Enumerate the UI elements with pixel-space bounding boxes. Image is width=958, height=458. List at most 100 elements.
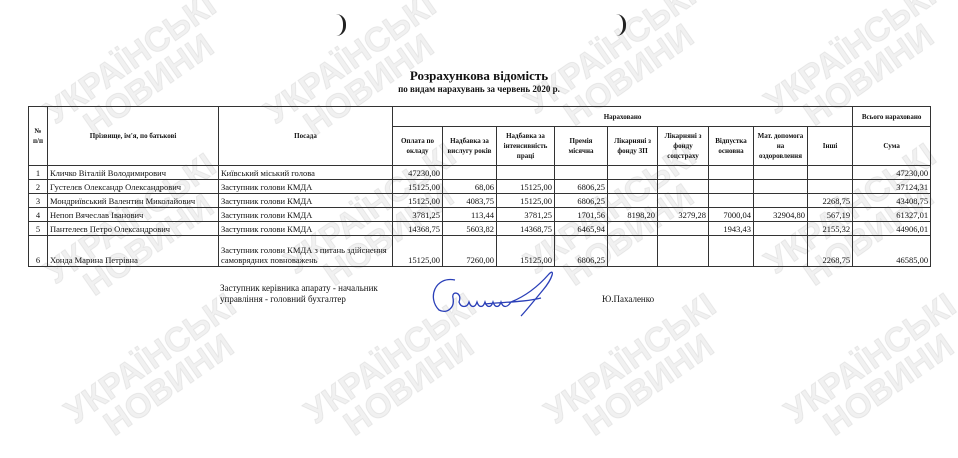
accrual-value [607,235,658,267]
employee-name: Пантелеєв Петро Олександрович [47,221,219,236]
accrual-value: 15125,00 [392,179,443,194]
row-sum: 46585,00 [852,235,932,267]
accrual-value [442,165,497,180]
employee-name: Мондриївський Валентин Миколайович [47,193,219,208]
accrual-value [607,193,658,208]
accrual-value: 6465,94 [554,221,608,236]
accrual-value: 2268,75 [806,193,854,208]
accrual-value [753,165,808,180]
header-name: Прізвище, ім'я, по батькові [47,106,219,166]
employee-position: Заступник голови КМДА [218,179,393,194]
header-column: Надбавка за інтенсивність праці [496,126,555,166]
row-sum: 44906,01 [852,221,932,236]
employee-position: Заступник голови КМДА [218,193,393,208]
watermark: УКРАЇНСЬКІ НОВИНИ [777,286,958,444]
accrual-value [607,179,658,194]
row-num: 4 [28,207,48,222]
signature-image [432,271,554,317]
header-column: Інші [806,126,854,166]
header-column: Надбавка за вислугу років [442,126,497,166]
table-row: 5 Пантелеєв Петро Олександрович Заступник … [28,221,932,236]
accrual-value: 2268,75 [806,235,854,267]
row-num: 5 [28,221,48,236]
row-num: 6 [28,235,48,267]
table-row: 2 Густелєв Олександр Олександрович Заступн… [28,179,932,194]
document-title: Розрахункова відомість [409,68,549,83]
row-sum: 61327,01 [852,207,932,222]
accrual-value: 15125,00 [392,235,443,267]
header-column: Оплата по окладу [392,126,443,166]
employee-position: Заступник голови КМДА [218,207,393,222]
accrual-value: 3781,25 [496,207,555,222]
accrual-value [708,193,754,208]
accrual-value: 7260,00 [442,235,497,267]
employee-name: Хонда Марина Петрівна [47,235,219,267]
row-sum: 47230,00 [852,165,932,180]
accrual-value: 567,19 [806,207,854,222]
signatory-title: Заступник керівника апарату - начальник … [220,283,378,304]
employee-name: Непоп Вячеслав Іванович [47,207,219,222]
accrual-value [753,235,808,267]
header-column: Лікарняні з фонду ЗП [607,126,658,166]
header-column: Мат. допомога на оздоровлення [753,126,808,166]
accrual-value: 15125,00 [392,193,443,208]
payroll-table: № п/п Прізвище, ім'я, по батькові Посада… [28,106,932,267]
table-row: 6 Хонда Марина Петрівна Заступник голови К… [28,235,932,267]
table-row: 1 Кличко Віталій Володимирович Київський м… [28,165,932,180]
accrual-value [554,165,608,180]
accrual-value: 15125,00 [496,193,555,208]
accrual-value: 3781,25 [392,207,443,222]
accrual-value [657,193,709,208]
accrual-value: 15125,00 [496,179,555,194]
accrual-value [607,221,658,236]
accrual-value [753,179,808,194]
table-row: 3 Мондриївський Валентин Миколайович Засту… [28,193,932,208]
accrual-value [708,165,754,180]
accrual-value: 1943,43 [708,221,754,236]
accrual-value: 113,44 [442,207,497,222]
header-accrued: Нараховано [391,106,854,127]
table-row: 4 Непоп Вячеслав Іванович Заступник голови… [28,207,932,222]
accrual-value [657,165,709,180]
row-num: 1 [28,165,48,180]
accrual-value [607,165,658,180]
accrual-value: 15125,00 [496,235,555,267]
accrual-value: 47230,00 [392,165,443,180]
header-num: № п/п [28,106,48,166]
accrual-value [753,221,808,236]
header-position: Посада [218,106,393,166]
accrual-value: 6806,25 [554,179,608,194]
employee-position: Київський міський голова [218,165,393,180]
accrual-value [496,165,555,180]
accrual-value [657,179,709,194]
accrual-value [657,221,709,236]
accrual-value: 1701,56 [554,207,608,222]
accrual-value: 8198,20 [607,207,658,222]
document-subtitle: по видам нарахувань за червень 2020 р. [398,84,560,94]
row-sum: 43408,75 [852,193,932,208]
header-column: Відпустка основна [708,126,754,166]
accrual-value [657,235,709,267]
accrual-value: 14368,75 [496,221,555,236]
accrual-value: 6806,25 [554,193,608,208]
accrual-value: 68,06 [442,179,497,194]
accrual-value: 6806,25 [554,235,608,267]
row-sum: 37124,31 [852,179,932,194]
accrual-value [806,179,854,194]
punch-hole-mark [336,14,346,36]
accrual-value [708,235,754,267]
header-total-accrued: Всього нараховано [852,106,932,127]
row-num: 3 [28,193,48,208]
employee-name: Густелєв Олександр Олександрович [47,179,219,194]
accrual-value: 2155,32 [806,221,854,236]
employee-name: Кличко Віталій Володимирович [47,165,219,180]
watermark: УКРАЇНСЬКІ НОВИНИ [57,286,243,444]
punch-hole-mark [616,14,626,36]
employee-position: Заступник голови КМДА з питань здійсненн… [218,235,393,267]
accrual-value [806,165,854,180]
accrual-value: 14368,75 [392,221,443,236]
header-column: Лікарняні з фонду соцстраху [657,126,709,166]
employee-position: Заступник голови КМДА [218,221,393,236]
accrual-value: 3279,28 [657,207,709,222]
accrual-value: 4083,75 [442,193,497,208]
